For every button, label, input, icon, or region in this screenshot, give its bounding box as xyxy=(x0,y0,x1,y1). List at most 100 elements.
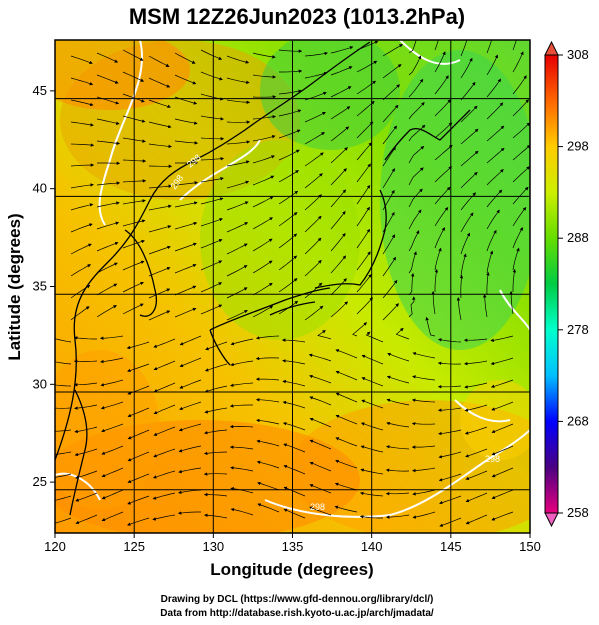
wind-streamline xyxy=(148,245,171,255)
wind-streamline xyxy=(179,357,202,368)
wind-streamline xyxy=(382,64,402,79)
wind-streamline xyxy=(230,466,254,472)
wind-streamline xyxy=(174,285,197,296)
wind-streamline xyxy=(309,417,332,428)
wind-streamline xyxy=(434,51,446,73)
wind-streamline xyxy=(252,52,276,59)
wind-streamline xyxy=(204,513,228,519)
wind-streamline xyxy=(226,180,250,189)
wind-streamline xyxy=(330,210,346,230)
wind-streamline xyxy=(356,40,379,51)
wind-streamline xyxy=(356,228,370,249)
wind-streamline xyxy=(486,54,498,76)
wind-streamline xyxy=(309,374,332,384)
wind-streamline xyxy=(486,102,504,120)
wind-streamline xyxy=(200,304,223,315)
wind-streamline xyxy=(434,166,453,183)
wind-streamline xyxy=(408,188,423,208)
colorbar-min-arrow xyxy=(544,512,559,528)
wind-streamline xyxy=(439,495,462,505)
colorbar-scale xyxy=(544,54,559,514)
wind-streamline xyxy=(200,71,223,81)
wind-streamline xyxy=(204,385,228,393)
wind-streamline xyxy=(278,109,302,117)
wind-streamline xyxy=(229,445,254,450)
credit-drawing: Drawing by DCL (https://www.gfd-dennou.o… xyxy=(161,594,434,605)
wind-streamline xyxy=(70,306,90,321)
wind-streamline xyxy=(486,147,505,164)
wind-streamline xyxy=(491,423,514,434)
wind-streamline xyxy=(278,170,299,183)
x-axis-label: Longitude (degrees) xyxy=(210,560,373,579)
wind-streamline xyxy=(230,360,254,367)
colorbar-max-arrow xyxy=(544,40,559,56)
wind-streamline xyxy=(460,128,479,145)
wind-streamline xyxy=(55,517,72,524)
wind-streamline xyxy=(70,203,94,211)
wind-streamline xyxy=(153,448,176,458)
wind-streamline xyxy=(411,421,436,426)
wind-streamline xyxy=(70,183,94,189)
wind-streamline xyxy=(309,461,332,472)
wind-streamline xyxy=(96,181,121,186)
wind-streamline xyxy=(465,448,488,458)
wind-streamline xyxy=(482,293,488,318)
wind-streamline xyxy=(434,268,439,292)
wind-streamline xyxy=(179,401,202,411)
x-tick-label: 145 xyxy=(440,539,462,554)
lat-lon-grid xyxy=(55,40,530,533)
wind-streamline xyxy=(382,279,398,299)
wind-streamline xyxy=(438,451,462,459)
wind-streamline xyxy=(74,426,98,434)
wind-streamline xyxy=(257,503,280,513)
wind-streamline xyxy=(408,272,415,296)
colorbar-tick-label: 258 xyxy=(567,505,589,520)
wind-streamline xyxy=(282,400,306,409)
wind-streamline xyxy=(101,511,124,522)
wind-streamline xyxy=(70,163,95,167)
wind-streamline xyxy=(200,156,225,161)
wind-streamline xyxy=(437,361,462,366)
wind-streamline xyxy=(101,489,124,500)
wind-streamline xyxy=(330,86,352,98)
wind-streamline xyxy=(382,44,403,57)
wind-streamline xyxy=(330,278,347,296)
wind-streamline xyxy=(460,192,476,211)
wind-streamline xyxy=(491,489,514,499)
wind-streamline xyxy=(127,429,150,440)
wind-streamline xyxy=(356,142,372,161)
wind-streamline xyxy=(101,467,124,478)
wind-streamline xyxy=(464,404,488,412)
wind-streamline xyxy=(309,506,332,516)
wind-streamline xyxy=(148,99,171,108)
wind-streamline xyxy=(512,75,527,95)
wind-streamline xyxy=(252,175,275,186)
wind-streamline xyxy=(278,149,300,161)
wind-streamline xyxy=(127,495,150,505)
wind-streamline xyxy=(385,491,410,496)
wind-streamline xyxy=(230,338,254,346)
wind-streamline xyxy=(491,445,514,456)
wind-streamline xyxy=(334,505,358,513)
wind-streamline xyxy=(438,473,462,482)
wind-streamline xyxy=(361,377,384,387)
wind-streamline xyxy=(278,233,298,249)
wind-streamline xyxy=(411,445,436,449)
wind-streamline xyxy=(304,51,328,57)
wind-streamline xyxy=(309,396,332,406)
wind-streamline xyxy=(361,354,384,365)
wind-streamline xyxy=(177,511,201,515)
wind-streamline xyxy=(382,125,398,145)
wind-streamline xyxy=(122,71,145,82)
wind-streamline xyxy=(226,222,249,233)
wind-streamline xyxy=(229,404,253,408)
wind-streamline xyxy=(174,242,197,252)
colorbar: 308 298 288 278 268 258 xyxy=(544,40,589,528)
wind-streamline xyxy=(200,49,223,60)
wind-streamline xyxy=(335,414,358,425)
wind-streamline xyxy=(408,101,425,120)
wind-streamline xyxy=(252,115,276,120)
wind-streamline xyxy=(70,99,94,107)
wind-streamline xyxy=(412,489,436,496)
wind-streamline xyxy=(356,80,377,95)
